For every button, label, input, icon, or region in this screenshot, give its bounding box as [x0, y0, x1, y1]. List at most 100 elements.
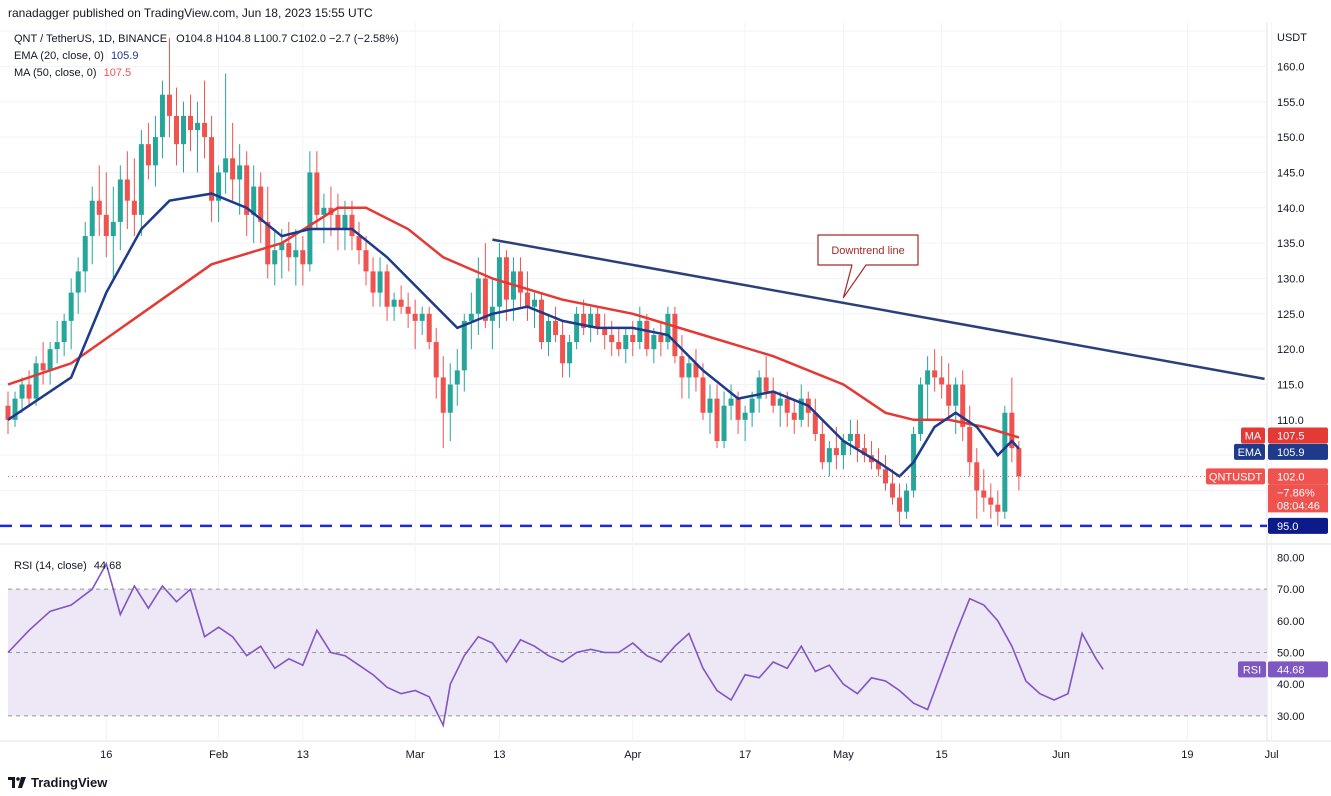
price-change-label: −7.86%	[1277, 487, 1315, 499]
annotation-label: Downtrend line	[831, 245, 904, 257]
candle-body	[82, 236, 88, 272]
legend-symbol: QNT / TetherUS, 1D, BINANCE	[14, 33, 168, 45]
candle-body	[349, 214, 355, 237]
candle-body	[5, 405, 11, 420]
candle-body	[953, 384, 959, 406]
candle-body	[384, 271, 390, 307]
candle-body	[946, 384, 952, 406]
candle-body	[840, 441, 846, 456]
tradingview-brand: TradingView	[31, 775, 108, 790]
ma-50-line	[7, 206, 1020, 439]
candle-body	[440, 377, 446, 413]
candle-body	[475, 278, 481, 314]
price-tick-label: 135.0	[1277, 238, 1305, 250]
candle-body	[890, 483, 896, 498]
ema-tag-label: EMA	[1238, 447, 1263, 459]
candle-body	[370, 271, 376, 293]
candle-body	[707, 398, 713, 413]
candle-body	[644, 320, 650, 350]
candle-body	[897, 497, 903, 512]
rsi-value-box	[1268, 661, 1328, 678]
candle-body	[356, 236, 362, 251]
candle-body	[960, 384, 966, 427]
candle-body	[279, 243, 285, 251]
candle-body	[103, 214, 109, 237]
annotation-callout	[817, 234, 919, 299]
rsi-tick-label: 60.00	[1277, 616, 1305, 628]
price-tick-label: 130.0	[1277, 273, 1305, 285]
ema-tag-value-box	[1268, 443, 1328, 460]
candle-body	[749, 398, 755, 413]
legend-ma-label: MA (50, close, 0)	[14, 67, 97, 79]
rsi-tick-label: 40.00	[1277, 679, 1305, 691]
candle-body	[503, 257, 509, 300]
rsi-tick-label: 50.00	[1277, 648, 1305, 660]
candle-body	[1009, 412, 1015, 449]
candle-body	[124, 179, 130, 201]
candle-body	[26, 384, 32, 399]
y-axis-unit-label: USDT	[1277, 32, 1307, 44]
candle-body	[651, 335, 657, 350]
candle-body	[61, 320, 67, 343]
candle-body	[883, 469, 888, 484]
candle-body	[875, 462, 881, 470]
rsi-tick-label: 70.00	[1277, 584, 1305, 596]
candle-body	[398, 299, 404, 307]
candle-body	[861, 448, 867, 456]
candle-body	[188, 115, 194, 131]
candle-body	[89, 200, 95, 237]
rsi-tick-label: 30.00	[1277, 711, 1305, 723]
candle-body	[770, 391, 776, 406]
candle-body	[623, 335, 629, 350]
legend-ma-value: 107.5	[103, 67, 132, 79]
ma-tag-value: 107.5	[1277, 431, 1305, 443]
candle-body	[195, 122, 201, 131]
price-tag-value-box	[1268, 468, 1328, 485]
candle-body	[665, 313, 671, 343]
rsi-tag-label: RSI	[1243, 664, 1261, 676]
price-pane: Downtrend line	[0, 38, 1267, 528]
rsi-tag-box	[1238, 661, 1266, 678]
candle-body	[342, 214, 348, 229]
legend-ema-label: EMA (20, close, 0)	[14, 50, 104, 62]
candle-body	[616, 342, 622, 350]
candle-body	[532, 299, 537, 307]
price-tag-label-box	[1206, 468, 1265, 485]
candle-body	[784, 398, 790, 413]
time-tick-label: Apr	[624, 749, 641, 761]
candle-body	[244, 165, 250, 215]
price-tick-label: 140.0	[1277, 203, 1305, 215]
ma-tag-label: MA	[1245, 431, 1262, 443]
ema-tag-label-box	[1234, 443, 1265, 460]
candle-body	[40, 363, 46, 371]
legend-rsi-row: RSI (14, close) 44.68	[14, 560, 121, 572]
ma-tag: MA 107.5	[1241, 427, 1328, 444]
candle-body	[181, 115, 186, 145]
candle-body	[138, 144, 144, 215]
price-tick-label: 110.0	[1277, 415, 1304, 427]
candle-body	[672, 313, 678, 357]
candle-body	[293, 250, 299, 258]
candle-body	[237, 165, 243, 180]
candle-body	[117, 179, 123, 222]
time-tick-label: 13	[297, 749, 309, 761]
candle-body	[833, 448, 839, 456]
price-tick-label: 160.0	[1277, 61, 1305, 73]
candle-body	[321, 207, 327, 215]
price-tick-label: 115.0	[1277, 379, 1304, 391]
candle-body	[307, 172, 313, 265]
candle-body	[658, 335, 664, 343]
support-tag-value: 95.0	[1277, 521, 1298, 533]
price-tick-label: 150.0	[1277, 132, 1305, 144]
candle-body	[546, 320, 552, 343]
candle-body	[700, 377, 706, 413]
candle-body	[54, 342, 60, 350]
candle-body	[918, 384, 924, 434]
candle-body	[300, 250, 306, 265]
price-tag-label: QNTUSDT	[1209, 471, 1262, 483]
legend-ema-value: 105.9	[110, 50, 139, 62]
time-tick-label: Feb	[209, 749, 228, 761]
candle-body	[517, 271, 523, 293]
tradingview-logo[interactable]: TradingView	[8, 775, 107, 790]
candle-body	[742, 412, 748, 420]
